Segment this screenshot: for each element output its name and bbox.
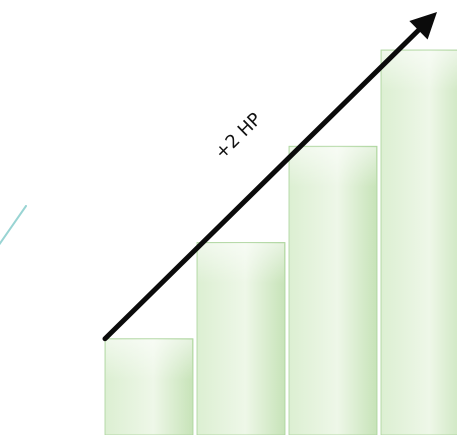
bar-highlight-1: [106, 339, 192, 380]
bar-highlight-3: [290, 147, 376, 188]
decorative-stroke: [0, 205, 27, 246]
bar-3: [288, 145, 378, 435]
bar-highlight-4: [382, 51, 457, 91]
trend-arrow: [102, 12, 437, 342]
bar-4: [380, 49, 457, 435]
annotation-label: +2 HP: [211, 109, 266, 164]
bars-layer: [104, 49, 457, 435]
trend-arrow-head: [409, 12, 437, 40]
trend-arrow-line: [102, 27, 421, 342]
bar-highlight-2: [198, 243, 284, 284]
